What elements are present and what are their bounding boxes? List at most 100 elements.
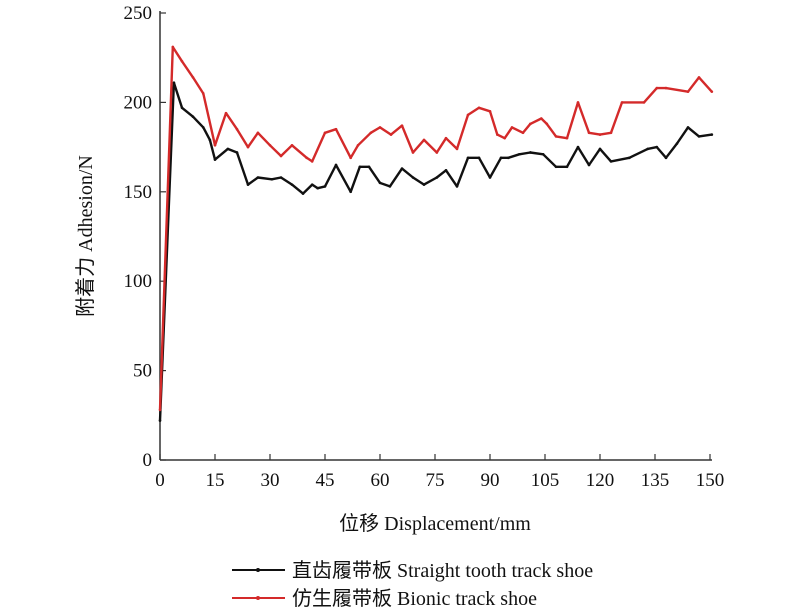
data-point: [180, 59, 184, 63]
data-point: [503, 136, 506, 140]
data-point: [435, 151, 439, 154]
data-point: [290, 144, 294, 147]
data-point: [598, 147, 602, 151]
x-tick-label: 135: [641, 470, 670, 491]
data-point: [697, 76, 701, 79]
data-point: [305, 156, 308, 160]
data-point: [290, 183, 294, 186]
data-point: [444, 169, 448, 172]
data-point: [279, 176, 283, 179]
data-point: [466, 156, 470, 160]
data-point: [213, 158, 217, 161]
data-point: [628, 156, 631, 160]
data-point: [686, 126, 690, 129]
data-point: [587, 131, 591, 135]
data-point: [349, 190, 352, 194]
data-point: [356, 144, 360, 147]
data-point: [411, 176, 415, 179]
axes: 0 50 100 150 200 250 0 15 30 45 60 75 90 105 120 135 150: [124, 3, 725, 491]
data-point: [620, 101, 624, 104]
data-point: [655, 86, 659, 90]
data-point: [664, 156, 668, 160]
data-point: [208, 138, 212, 142]
data-point: [378, 126, 382, 129]
data-point: [609, 131, 613, 135]
data-point: [609, 160, 613, 163]
data-point: [541, 152, 545, 156]
data-point: [323, 185, 327, 188]
data-point: [369, 131, 373, 135]
data-point: [587, 163, 591, 167]
data-point: [710, 90, 714, 93]
data-point: [378, 181, 382, 185]
data-point: [191, 115, 195, 119]
x-axis-label: 位移 Displacement/mm: [339, 512, 531, 535]
data-point: [256, 176, 260, 179]
data-point: [316, 186, 319, 190]
data-point: [270, 177, 274, 181]
x-tick-label: 0: [155, 470, 165, 491]
data-point: [201, 126, 205, 129]
data-point: [367, 165, 371, 169]
data-point: [529, 151, 532, 154]
data-point: [488, 176, 492, 179]
data-point: [358, 165, 362, 169]
data-point: [201, 92, 205, 95]
data-point: [496, 133, 499, 136]
x-tick-label: 75: [426, 470, 445, 491]
data-point: [226, 147, 230, 151]
series-line-1: [158, 45, 713, 410]
data-point: [529, 122, 532, 126]
data-point: [246, 145, 250, 149]
data-point: [554, 135, 558, 138]
data-point: [477, 106, 481, 110]
data-point: [565, 165, 569, 169]
data-point: [389, 133, 393, 136]
data-point: [545, 122, 549, 126]
y-tick-label: 100: [124, 271, 153, 292]
data-point: [675, 142, 679, 145]
data-point: [642, 101, 646, 104]
data-point: [400, 167, 404, 170]
data-point: [213, 144, 217, 147]
data-point: [422, 138, 426, 142]
data-point: [334, 127, 338, 131]
x-tick-label: 15: [206, 470, 225, 491]
data-point: [444, 136, 448, 140]
legend-marker: [256, 596, 260, 600]
data-point: [158, 408, 162, 412]
data-point: [477, 156, 481, 160]
data-point: [435, 176, 439, 179]
data-point: [246, 183, 250, 186]
x-tick-label: 60: [371, 470, 390, 491]
data-point: [499, 156, 503, 160]
x-tick-label: 90: [481, 470, 500, 491]
data-point: [411, 151, 415, 154]
x-tick-label: 105: [531, 470, 560, 491]
data-point: [224, 111, 228, 115]
data-point: [310, 160, 314, 163]
legend-label-1: 仿生履带板 Bionic track shoe: [292, 587, 537, 610]
data-point: [388, 185, 392, 188]
data-point: [598, 133, 602, 136]
series-line-0: [158, 81, 712, 421]
x-tick-label: 120: [586, 470, 615, 491]
data-point: [323, 131, 327, 135]
data-point: [400, 124, 404, 127]
data-point: [310, 183, 314, 186]
y-tick-label: 200: [124, 92, 153, 113]
data-point: [488, 110, 492, 113]
data-point: [172, 81, 176, 85]
data-point: [279, 154, 283, 158]
data-point: [466, 113, 470, 117]
data-point: [256, 131, 260, 135]
data-point: [349, 156, 352, 160]
y-axis-label: 附着力 Adhesion/N: [74, 155, 97, 317]
data-point: [646, 147, 649, 151]
data-point: [301, 192, 305, 195]
data-point: [268, 144, 272, 147]
legend-label-0: 直齿履带板 Straight tooth track shoe: [292, 559, 593, 582]
x-tick-label: 30: [261, 470, 280, 491]
data-point: [235, 151, 239, 154]
